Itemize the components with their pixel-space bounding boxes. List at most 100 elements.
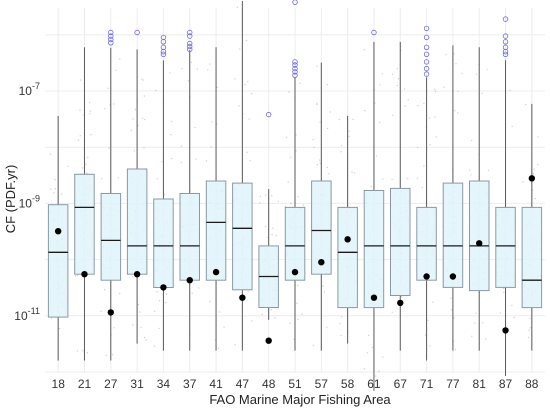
- jitter-point: [76, 350, 79, 352]
- x-tick-label: 87: [499, 377, 513, 391]
- outlier-point: [187, 46, 193, 53]
- jitter-point: [119, 292, 121, 295]
- jitter-point: [457, 90, 459, 92]
- jitter-point: [265, 194, 267, 196]
- jitter-point: [145, 339, 147, 341]
- box: [390, 187, 411, 296]
- outlier-point: [292, 72, 298, 78]
- outlier-point: [134, 29, 140, 36]
- jitter-point: [53, 192, 55, 194]
- jitter-point: [207, 69, 209, 71]
- outlier-point: [423, 59, 430, 65]
- x-axis-ticks: 18 21 27 31 34 37 41 47 48 51 57 58 61 67 71 77 81 87 88: [52, 377, 539, 391]
- jitter-point: [340, 151, 342, 153]
- jitter-point: [475, 312, 477, 314]
- jitter-point: [378, 121, 381, 124]
- x-tick-label: 58: [341, 377, 355, 391]
- jitter-point: [115, 69, 117, 72]
- jitter-point: [353, 172, 356, 174]
- jitter-point: [454, 348, 457, 351]
- outlier-point: [160, 51, 167, 57]
- jitter-point: [319, 162, 322, 165]
- jitter-point: [277, 200, 279, 202]
- y-tick-base: 10: [14, 309, 28, 323]
- jitter-point: [301, 313, 303, 315]
- jitter-point: [513, 316, 515, 319]
- jitter-point: [454, 110, 456, 112]
- jitter-point: [107, 87, 109, 90]
- jitter-point: [296, 302, 298, 304]
- outlier-point: [423, 44, 430, 50]
- jitter-point: [187, 80, 190, 82]
- jitter-point: [164, 301, 167, 304]
- jitter-point: [391, 311, 393, 313]
- x-tick-label: 61: [367, 377, 381, 391]
- outlier-point: [160, 34, 167, 41]
- jitter-point: [529, 327, 532, 329]
- jitter-point: [532, 172, 535, 175]
- jitter-point: [312, 139, 314, 141]
- jitter-point: [153, 310, 156, 313]
- outlier-point: [187, 33, 193, 39]
- jitter-point: [295, 150, 297, 152]
- box: [495, 206, 516, 288]
- box: [100, 193, 122, 281]
- jitter-point: [144, 336, 146, 339]
- jitter-point: [132, 324, 134, 326]
- outlier-point: [502, 16, 509, 22]
- jitter-point: [90, 133, 92, 136]
- outlier-point: [502, 44, 509, 50]
- jitter-point: [60, 193, 63, 195]
- jitter-point: [170, 157, 173, 160]
- jitter-point: [164, 194, 166, 196]
- jitter-point: [429, 144, 431, 146]
- outlier-point: [187, 43, 193, 50]
- jitter-point: [108, 147, 110, 149]
- y-tick-label: 10-11: [14, 306, 40, 323]
- mean-point: [476, 240, 483, 247]
- jitter-point: [180, 145, 183, 147]
- jitter-point: [348, 135, 350, 138]
- jitter-point: [525, 103, 527, 106]
- jitter-point: [313, 146, 315, 148]
- mean-point: [397, 299, 404, 307]
- jitter-point: [100, 310, 102, 312]
- jitter-point: [511, 304, 513, 307]
- jitter-point: [275, 235, 277, 237]
- jitter-point: [416, 146, 419, 148]
- jitter-point: [190, 61, 193, 64]
- x-tick-label: 37: [183, 377, 197, 391]
- box-group-61: [363, 29, 385, 391]
- box: [337, 206, 358, 309]
- box-series: [47, 0, 543, 391]
- jitter-point: [113, 103, 115, 105]
- jitter-point: [238, 105, 240, 107]
- jitter-point: [79, 109, 81, 112]
- outlier-point: [108, 29, 114, 36]
- jitter-point: [198, 287, 200, 289]
- jitter-point: [374, 102, 376, 104]
- jitter-point: [261, 313, 263, 316]
- jitter-point: [326, 127, 329, 130]
- jitter-point: [443, 86, 445, 89]
- box: [521, 206, 543, 309]
- jitter-point: [170, 120, 173, 123]
- outlier-point: [292, 62, 298, 68]
- box-group-71: [416, 25, 437, 361]
- x-tick-label: 18: [52, 377, 66, 391]
- mean-point: [318, 259, 325, 266]
- box: [74, 173, 95, 275]
- jitter-point: [528, 329, 530, 331]
- outlier-point: [187, 29, 193, 36]
- jitter-point: [169, 72, 171, 74]
- jitter-point: [421, 186, 423, 189]
- jitter-point: [218, 311, 221, 313]
- box: [416, 206, 437, 281]
- jitter-point: [316, 65, 318, 68]
- jitter-point: [382, 356, 384, 358]
- box-group-21: [74, 47, 95, 361]
- jitter-point: [293, 338, 295, 341]
- mean-point: [423, 273, 430, 280]
- jitter-point: [316, 102, 318, 105]
- jitter-point: [216, 86, 218, 89]
